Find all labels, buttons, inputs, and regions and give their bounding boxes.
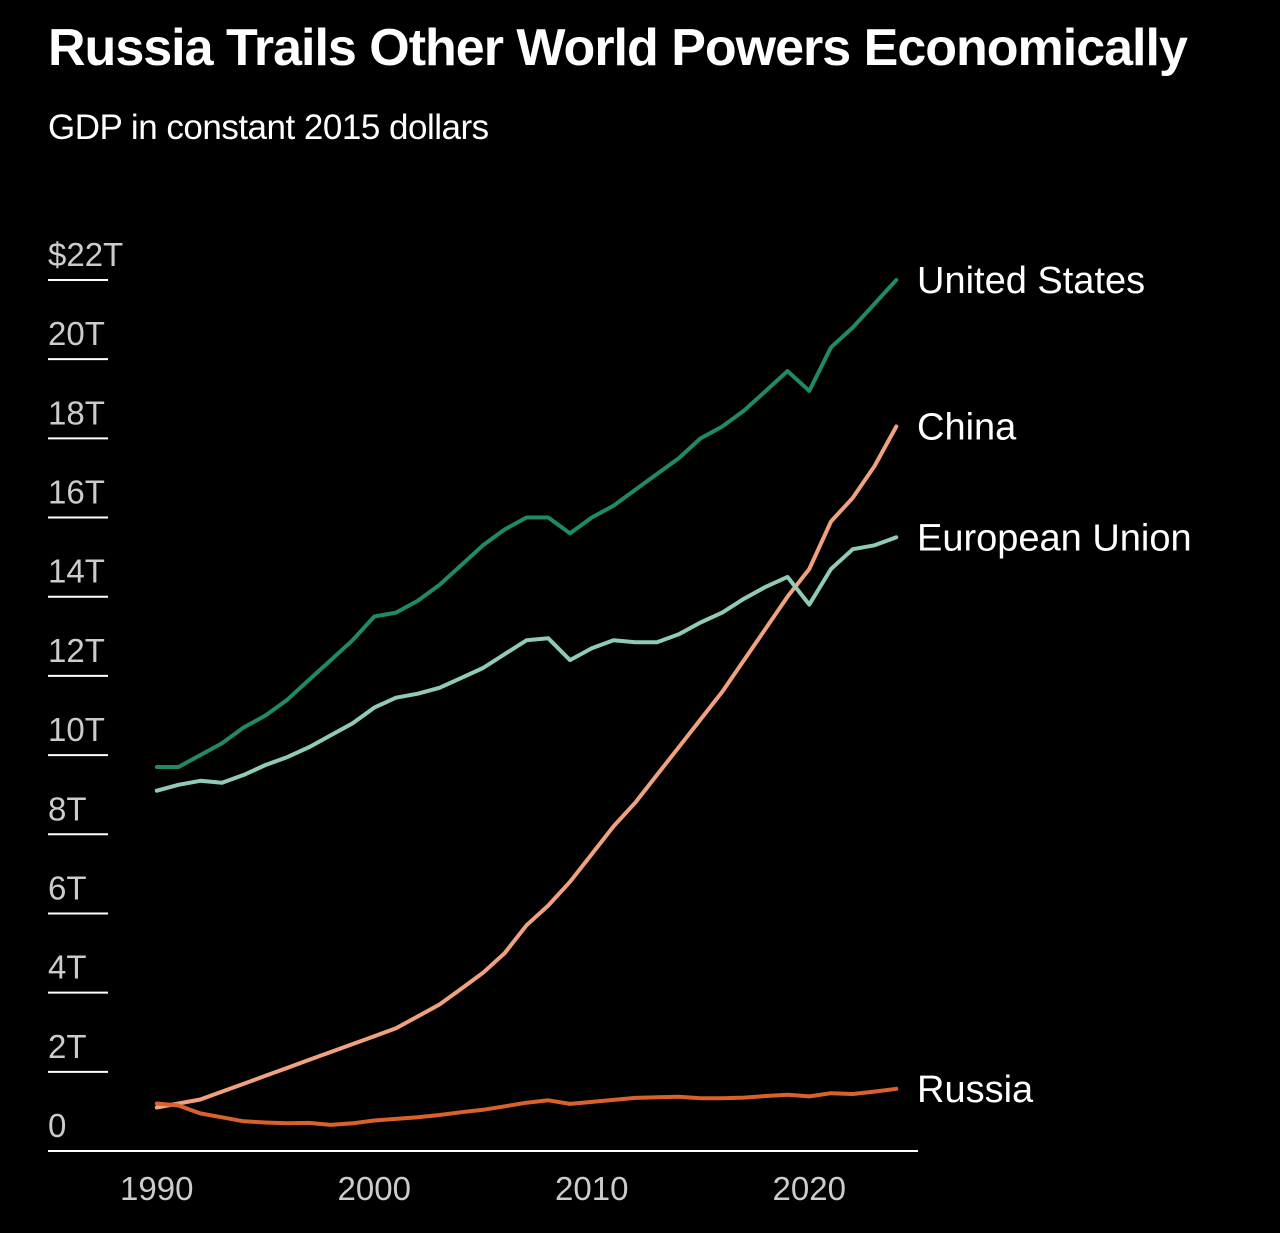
x-tick-label: 2010	[555, 1170, 628, 1207]
y-tick: 10T	[48, 711, 108, 757]
chart-subtitle: GDP in constant 2015 dollars	[48, 108, 489, 147]
y-tick-label: 14T	[48, 553, 105, 590]
series-line-european-union	[154, 535, 899, 793]
series-label-russia: Russia	[917, 1069, 1034, 1111]
y-tick: 2T	[48, 1028, 108, 1073]
y-tick: 6T	[48, 869, 108, 915]
chart-title: Russia Trails Other World Powers Economi…	[48, 19, 1188, 77]
y-tick-label: 2T	[48, 1028, 87, 1065]
y-tick: 16T	[48, 474, 108, 519]
y-tick-label: 0	[48, 1107, 66, 1144]
y-tick: 12T	[48, 632, 108, 677]
y-tick-label: 12T	[48, 632, 105, 669]
series-label-china: China	[917, 406, 1017, 448]
y-tick-label: $22T	[48, 236, 123, 273]
x-tick-label: 2000	[338, 1170, 411, 1207]
y-tick-label: 20T	[48, 315, 105, 352]
series-line-russia	[154, 1086, 899, 1127]
x-tick-label: 1990	[120, 1170, 193, 1207]
series-label-european-union: European Union	[917, 517, 1192, 559]
y-tick-label: 8T	[48, 790, 87, 827]
y-tick-label: 6T	[48, 869, 87, 906]
series-line-united-states	[154, 278, 899, 769]
y-tick: $22T	[48, 236, 123, 281]
y-tick-label: 16T	[48, 474, 105, 511]
y-tick: 8T	[48, 790, 108, 836]
x-axis: 1990 2000 2010 2020	[120, 1170, 846, 1207]
y-tick: 4T	[48, 949, 108, 994]
y-tick-label: 4T	[48, 949, 87, 986]
series-label-united-states: United States	[917, 260, 1145, 302]
y-tick: 14T	[48, 553, 108, 598]
x-tick-label: 2020	[773, 1170, 846, 1207]
series-line-china	[154, 424, 899, 1110]
y-tick: 20T	[48, 315, 108, 361]
y-tick-label: 10T	[48, 711, 105, 748]
series-labels: United States China European Union Russia	[917, 260, 1192, 1111]
series-lines	[154, 278, 899, 1127]
y-tick-label: 18T	[48, 394, 105, 431]
y-tick: 18T	[48, 394, 108, 440]
y-axis: 0 2T 4T 6T 8T 10T 12T 14T 16T 18T 20T $22T	[48, 236, 918, 1152]
y-tick: 0	[48, 1107, 918, 1152]
